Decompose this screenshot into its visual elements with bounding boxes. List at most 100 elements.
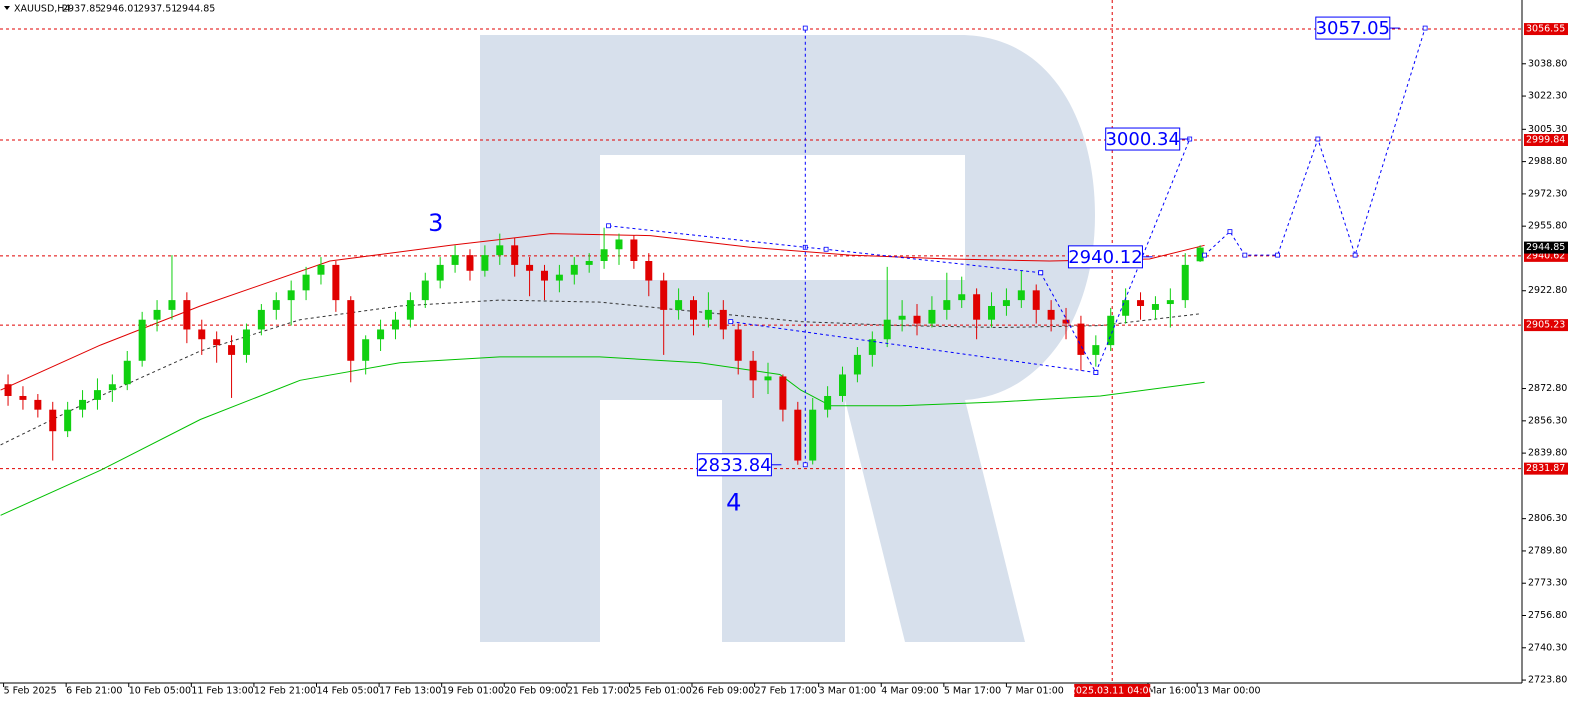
candle-body [436,264,444,281]
candle-body [898,315,906,320]
wave-vertex [823,246,829,252]
y-tick-label: 2806.30 [1528,513,1567,524]
candle-body [1017,290,1025,301]
value-box-label: 2940.12 [1068,247,1142,268]
wave-vertex [1227,229,1233,235]
price-level-box [1524,319,1568,332]
candle-body [570,264,578,275]
candle-body [153,309,161,320]
moving-average [0,233,1205,391]
x-tick-label: 21 Feb 17:00 [567,686,629,697]
candle-body [809,409,817,461]
candle-body [1032,290,1040,310]
wave-label: 3 [428,209,443,237]
moving-average [0,356,1205,516]
candle-body [526,264,534,271]
wave-vertex [802,462,808,468]
candle-body [272,300,280,310]
header: XAUUSD,H4 2937.85 2946.01 2937.51 2944.8… [4,4,215,15]
candle-body [1092,345,1100,355]
candle-body [377,329,385,340]
value-box-label: 2833.84 [697,455,771,476]
value-box-label: 3000.34 [1105,129,1179,150]
price-level-label: 2940.62 [1526,250,1565,261]
candle-body [213,339,221,346]
wave-vertex [1422,25,1428,31]
y-tick-label: 3022.30 [1528,91,1567,102]
y-tick-label: 2872.80 [1528,383,1567,394]
y-tick-label: 2988.80 [1528,156,1567,167]
watermark-logo [480,35,1095,642]
candle-body [257,309,265,330]
value-box [1315,16,1391,40]
wave-label: 4 [726,489,741,517]
candle-body [1151,304,1159,310]
candle-body [943,300,951,310]
candle-body [451,255,459,265]
candle-body [1137,300,1145,306]
candle-body [630,239,638,261]
symbol: XAUUSD,H4 [14,4,70,15]
value-box-label: 3057.05 [1316,18,1390,39]
candle-body [406,300,414,320]
header-low: 2937.51 [138,4,177,15]
y-tick-label: 2955.80 [1528,221,1567,232]
candle-body [1196,247,1204,262]
candle-body [600,249,608,261]
wave-vertex [1352,252,1358,258]
candle-body [615,239,623,250]
candle-body [421,280,429,301]
y-tick-label: 2740.30 [1528,642,1567,653]
candle-body [883,319,891,340]
header-high: 2946.01 [100,4,139,15]
candle-body [481,255,489,271]
y-tick-label: 2922.80 [1528,285,1567,296]
candle-body [19,395,27,400]
x-tick-label: 3 Mar 01:00 [819,686,876,697]
candle-body [64,409,72,432]
candle-body [362,339,370,361]
candle-body [540,270,548,281]
moving-average [0,299,1201,446]
y-tick-label: 2789.80 [1528,545,1567,556]
candle-body [868,339,876,355]
candle-body [1166,300,1174,305]
candle-body [511,245,519,265]
x-tick-label: 6 Feb 21:00 [66,686,122,697]
x-tick-label: 20 Feb 09:00 [504,686,566,697]
candle-body [913,315,921,324]
x-tick-label: 12 Feb 21:00 [254,686,316,697]
candle-body [794,409,802,461]
candle-body [391,319,399,330]
candle-body [585,260,593,265]
candle-body [168,300,176,310]
wave-vertex [606,223,611,229]
y-tick-label: 2972.30 [1528,188,1567,199]
candle-body [839,374,847,396]
x-tick-label: 7 Mar 01:00 [1006,686,1063,697]
candle-body [555,274,563,281]
current-price-box [1524,241,1568,254]
candle-body [317,264,325,275]
value-box [1105,127,1181,151]
candle-body [93,390,101,400]
wave-vertex [1242,252,1248,258]
wave-vertex [802,25,808,31]
x-tick-label: 11 Feb 13:00 [191,686,253,697]
candle-body [1077,323,1085,355]
marker-tick-label: 2025.03.11 04:00 [1070,686,1155,697]
wave-vertex [1275,252,1281,258]
price-level-label: 2831.87 [1526,463,1565,474]
y-tick-label: 3038.80 [1528,58,1567,69]
wave-vertex [1315,136,1321,142]
wave-line [730,321,1096,373]
candle-body [764,376,772,381]
price-level-label: 3056.55 [1526,24,1565,35]
x-tick-label: Mar 16:00 [1148,686,1196,697]
candle-body [198,329,206,340]
candle-body [660,280,668,310]
candle-body [108,384,116,391]
candle-body [675,300,683,310]
x-tick-label: 25 Feb 01:00 [629,686,691,697]
candle-body [1062,319,1070,324]
